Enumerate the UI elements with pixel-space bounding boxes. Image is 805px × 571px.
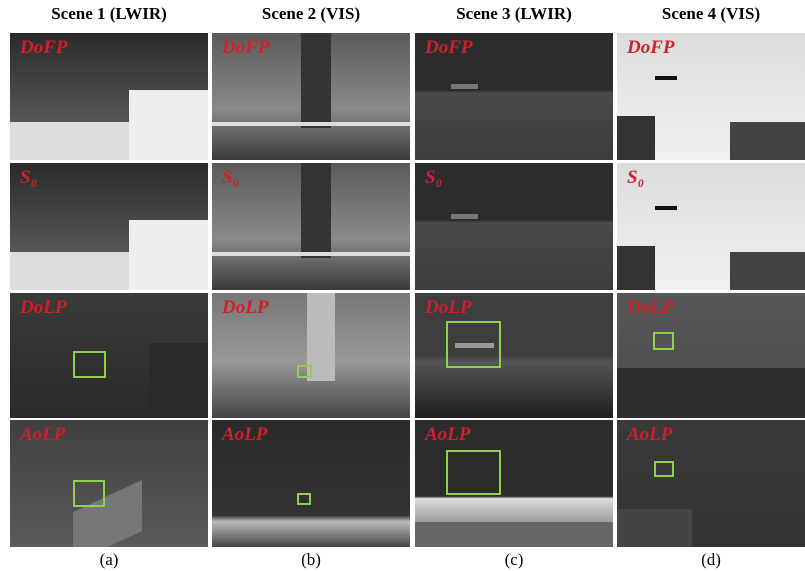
column-caption: (c) — [414, 550, 614, 570]
row-label: DoFP — [627, 37, 675, 59]
highlight-box — [297, 365, 312, 378]
row-label: S₀ — [627, 167, 644, 189]
scene-shape — [617, 509, 692, 547]
scene-shape — [212, 122, 410, 126]
scene-shape — [730, 252, 805, 290]
scene-shape — [617, 368, 805, 418]
image-panel: DoFP — [415, 33, 613, 160]
image-panel: DoLP — [415, 293, 613, 418]
image-panel: DoLP — [10, 293, 208, 418]
scene-shape — [129, 90, 208, 160]
column-caption: (d) — [611, 550, 805, 570]
highlight-box — [446, 450, 501, 495]
highlight-box — [446, 321, 501, 368]
highlight-box — [73, 351, 106, 378]
highlight-box — [73, 480, 105, 507]
column-title: Scene 1 (LWIR) — [9, 4, 209, 24]
row-label: S₀ — [20, 167, 37, 189]
scene-shape — [301, 163, 331, 258]
highlight-box — [297, 493, 311, 505]
column-caption: (b) — [211, 550, 411, 570]
image-panel: S₀ — [617, 163, 805, 290]
scene-shape — [451, 214, 479, 219]
row-label: S₀ — [425, 167, 442, 189]
row-label: S₀ — [222, 167, 239, 189]
row-label: DoFP — [20, 37, 68, 59]
scene-shape — [451, 84, 479, 89]
column-caption: (a) — [9, 550, 209, 570]
scene-shape — [655, 76, 678, 80]
scene-shape — [415, 522, 613, 547]
image-panel: DoFP — [10, 33, 208, 160]
row-label: AoLP — [222, 424, 267, 446]
figure: Scene 1 (LWIR) (a) DoFP S₀ DoLP AoLP Scene 2 (… — [0, 0, 805, 571]
row-label: DoFP — [425, 37, 473, 59]
image-panel: AoLP — [415, 420, 613, 547]
row-label: DoLP — [222, 297, 268, 319]
column-title: Scene 2 (VIS) — [211, 4, 411, 24]
row-label: DoLP — [20, 297, 66, 319]
scene-shape — [301, 33, 331, 128]
image-panel: DoLP — [212, 293, 410, 418]
image-panel: S₀ — [212, 163, 410, 290]
scene-shape — [129, 220, 208, 290]
column-title: Scene 3 (LWIR) — [414, 4, 614, 24]
scene-shape — [212, 252, 410, 256]
scene-shape — [655, 206, 678, 210]
row-label: DoLP — [627, 297, 673, 319]
image-panel: AoLP — [10, 420, 208, 547]
image-panel: DoFP — [617, 33, 805, 160]
image-panel: S₀ — [415, 163, 613, 290]
row-label: DoLP — [425, 297, 471, 319]
scene-shape — [149, 343, 208, 418]
image-panel: AoLP — [212, 420, 410, 547]
row-label: AoLP — [627, 424, 672, 446]
scene-shape — [10, 252, 129, 290]
scene-shape — [617, 246, 655, 290]
column-title: Scene 4 (VIS) — [611, 4, 805, 24]
highlight-box — [653, 332, 674, 350]
image-panel: DoLP — [617, 293, 805, 418]
scene-shape — [730, 122, 805, 160]
row-label: AoLP — [20, 424, 65, 446]
image-panel: DoFP — [212, 33, 410, 160]
scene-shape — [10, 122, 129, 160]
image-panel: AoLP — [617, 420, 805, 547]
row-label: AoLP — [425, 424, 470, 446]
scene-shape — [617, 116, 655, 160]
image-panel: S₀ — [10, 163, 208, 290]
highlight-box — [654, 461, 674, 477]
row-label: DoFP — [222, 37, 270, 59]
